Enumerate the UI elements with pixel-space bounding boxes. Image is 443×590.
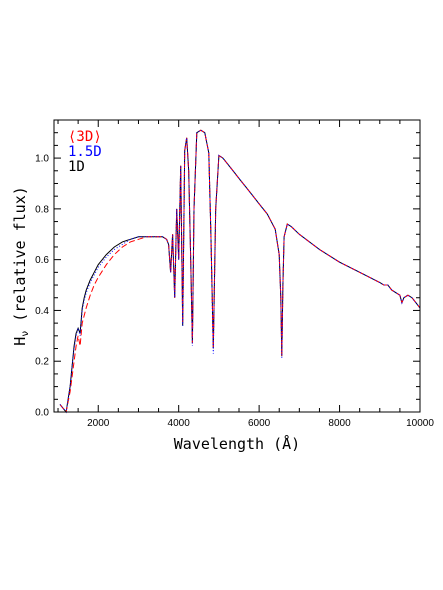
plot-lines — [59, 129, 421, 414]
x-tick-label-10000: 10000 — [406, 418, 434, 429]
plot-frame — [53, 119, 421, 413]
y-tick-label-4: 0.8 — [35, 204, 49, 215]
x-tick-label-2000: 2000 — [87, 418, 110, 429]
legend: ⟨3D⟩ 1.5D 1D — [68, 129, 102, 175]
x-tick-label-6000: 6000 — [248, 418, 271, 429]
series-line-1-5d — [59, 129, 421, 414]
y-axis-title-rest: (relative flux) — [11, 186, 29, 331]
x-axis-ticks: 2000 4000 6000 8000 10000 — [57, 120, 434, 429]
y-tick-label-2: 0.4 — [35, 306, 49, 317]
legend-entry-3d: ⟨3D⟩ — [68, 129, 102, 145]
x-tick-label-8000: 8000 — [328, 418, 351, 429]
x-axis-title: Wavelength (Å) — [174, 434, 300, 453]
y-tick-label-0: 0.0 — [35, 408, 49, 419]
y-axis-ticks: 0.0 0.2 0.4 0.6 0.8 1.0 — [35, 132, 420, 419]
y-tick-label-3: 0.6 — [35, 255, 49, 266]
legend-entry-1-5d: 1.5D — [68, 144, 102, 160]
series-line-1d — [59, 129, 421, 414]
series-line-3d — [59, 129, 421, 414]
legend-entry-1d: 1D — [68, 159, 85, 175]
y-axis-title: Hν (relative flux) — [11, 186, 31, 346]
y-axis-title-sub: ν — [20, 331, 31, 337]
x-tick-label-4000: 4000 — [168, 418, 191, 429]
y-axis-title-main: H — [11, 337, 29, 346]
y-tick-label-1: 0.2 — [35, 357, 49, 368]
y-tick-label-5: 1.0 — [35, 154, 49, 165]
